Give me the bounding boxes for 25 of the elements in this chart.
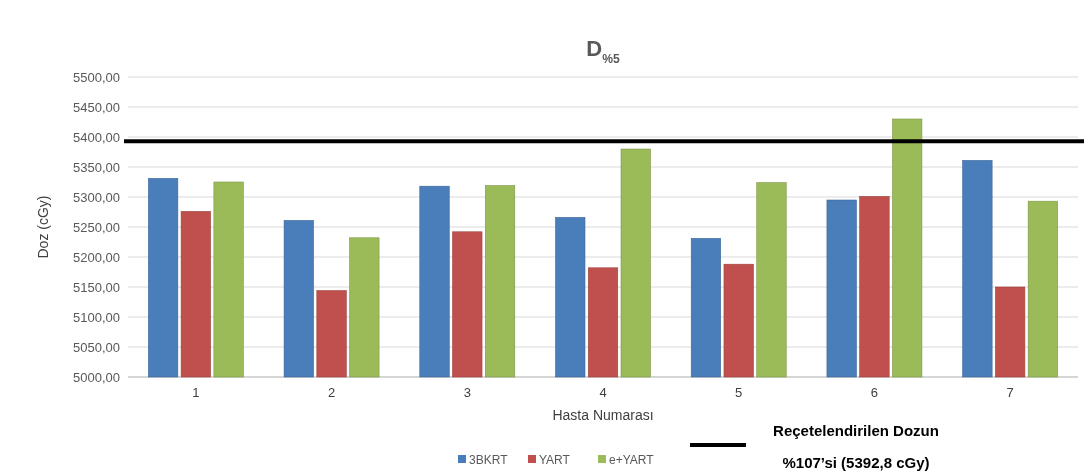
x-tick-label: 3 bbox=[463, 385, 471, 400]
legend-label: 3BKRT bbox=[469, 453, 509, 468]
y-tick-label: 5300,00 bbox=[73, 189, 120, 205]
x-tick-label: 5 bbox=[735, 385, 743, 400]
y-tick-label: 5200,00 bbox=[73, 249, 120, 265]
y-tick-label: 5000,00 bbox=[73, 369, 120, 385]
legend-label: Reçetelendirilen Dozun %107’si (5392,8 cGy) bbox=[773, 422, 939, 471]
chart-title: D$_{%5}$ bbox=[586, 36, 620, 66]
x-tick-label: 2 bbox=[327, 385, 336, 400]
y-tick-label: 5350,00 bbox=[73, 159, 120, 175]
y-tick-label: 5400,00 bbox=[73, 129, 120, 145]
y-tick-label: 5450,00 bbox=[73, 99, 120, 115]
x-tick-label: 4 bbox=[599, 385, 607, 400]
x-tick-label: 7 bbox=[1006, 385, 1014, 400]
x-axis-title: Hasta Numarası bbox=[552, 407, 654, 423]
y-tick-label: 5100,00 bbox=[73, 309, 120, 325]
legend-label: YART bbox=[539, 453, 571, 468]
x-tick-label: 6 bbox=[870, 385, 879, 400]
y-tick-label: 5250,00 bbox=[73, 219, 120, 235]
x-tick-label: 1 bbox=[192, 385, 200, 400]
y-tick-label: 5500,00 bbox=[73, 69, 120, 85]
y-tick-label: 5150,00 bbox=[73, 279, 120, 295]
y-tick-label: 5050,00 bbox=[73, 339, 120, 355]
y-axis-title: Doz (cGy) bbox=[35, 195, 51, 259]
legend-label: e+YART bbox=[609, 453, 655, 468]
